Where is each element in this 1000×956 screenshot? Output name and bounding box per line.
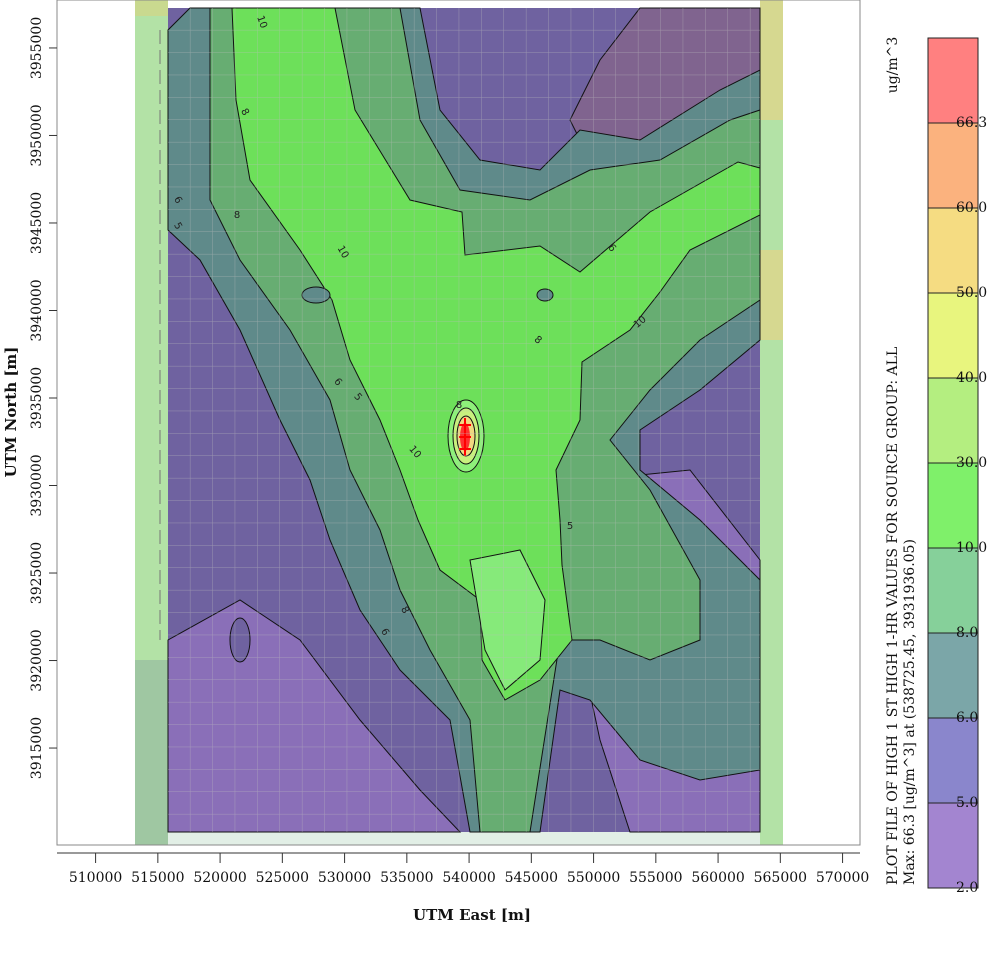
- colorbar-label: 6.0: [956, 710, 978, 726]
- contour-label: 8: [398, 605, 411, 616]
- x-tick-label: 555000: [629, 870, 682, 886]
- map: [56, 0, 861, 846]
- x-axis-label: UTM East [m]: [413, 906, 531, 924]
- chart-title: PLOT FILE OF HIGH 1 ST HIGH 1-HR VALUES …: [885, 347, 901, 885]
- contour-label: 10: [254, 14, 269, 30]
- y-tick-label: 3945000: [29, 192, 45, 254]
- region: [168, 832, 760, 845]
- x-tick-label: 535000: [380, 870, 433, 886]
- x-tick-label: 520000: [193, 870, 246, 886]
- region: [135, 660, 168, 845]
- colorbar-label: 40.0: [956, 370, 987, 386]
- colorbar-band: [928, 463, 978, 548]
- y-tick-label: 3940000: [29, 279, 45, 341]
- y-tick-label: 3920000: [29, 629, 45, 691]
- x-tick-label: 530000: [318, 870, 371, 886]
- x-tick-label: 560000: [691, 870, 744, 886]
- region: [760, 250, 783, 340]
- x-tick-label: 565000: [754, 870, 807, 886]
- region: [760, 0, 783, 120]
- chart-subtitle: Max: 66.3 [ug/m^3] at (538725.45, 393193…: [902, 539, 918, 885]
- contour-label: 5: [351, 391, 364, 403]
- x-tick-label: 515000: [131, 870, 184, 886]
- contour-label: 6: [331, 376, 344, 388]
- colorbar-label: 66.3: [956, 115, 987, 131]
- contour-label: 5: [567, 521, 573, 532]
- colorbar-unit: ug/m^3: [885, 37, 901, 94]
- colorbar-band: [928, 718, 978, 803]
- contour-label: 8: [238, 107, 251, 118]
- colorbar-frame: [927, 37, 979, 889]
- region: [760, 0, 783, 845]
- model-grid: [168, 8, 760, 832]
- colorbar-band: [928, 803, 978, 888]
- x-tick-label: 525000: [256, 870, 309, 886]
- x-tick-label: 510000: [69, 870, 122, 886]
- colorbar-band: [928, 293, 978, 378]
- contour-label: 6: [171, 195, 184, 206]
- contour-label: 8: [234, 210, 240, 221]
- x-tick-label: 545000: [505, 870, 558, 886]
- y-tick-label: 3955000: [29, 17, 45, 79]
- colorbar-label: 5.0: [956, 795, 978, 811]
- colorbar-band: [928, 548, 978, 633]
- colorbar-label: 30.0: [956, 455, 987, 471]
- colorbar-band: [928, 123, 978, 208]
- contour-label: 6: [605, 242, 618, 254]
- colorbar-label: 8.0: [956, 625, 978, 641]
- colorbar-label: 50.0: [956, 285, 987, 301]
- y-axis-label: UTM North [m]: [2, 347, 20, 478]
- colorbar-label: 10.0: [956, 540, 987, 556]
- colorbar-band: [928, 208, 978, 293]
- contour-label: 6: [378, 627, 391, 638]
- contour-label: 8: [456, 400, 462, 411]
- x-tick-label: 550000: [567, 870, 620, 886]
- x-tick-label: 540000: [442, 870, 495, 886]
- y-tick-label: 3935000: [29, 367, 45, 429]
- colorbar-band: [928, 633, 978, 718]
- y-tick-label: 3925000: [29, 542, 45, 604]
- y-tick-label: 3950000: [29, 104, 45, 166]
- y-tick-label: 3930000: [29, 454, 45, 516]
- plot-frame: [56, 0, 861, 846]
- y-tick-label: 3915000: [29, 717, 45, 779]
- region: [135, 0, 168, 16]
- colorbar-band: [928, 38, 978, 123]
- colorbar-band: [928, 378, 978, 463]
- x-tick-label: 570000: [816, 870, 869, 886]
- contour-label: 5: [171, 221, 184, 232]
- colorbar-label: 60.0: [956, 200, 987, 216]
- contour-label: 8: [532, 334, 544, 347]
